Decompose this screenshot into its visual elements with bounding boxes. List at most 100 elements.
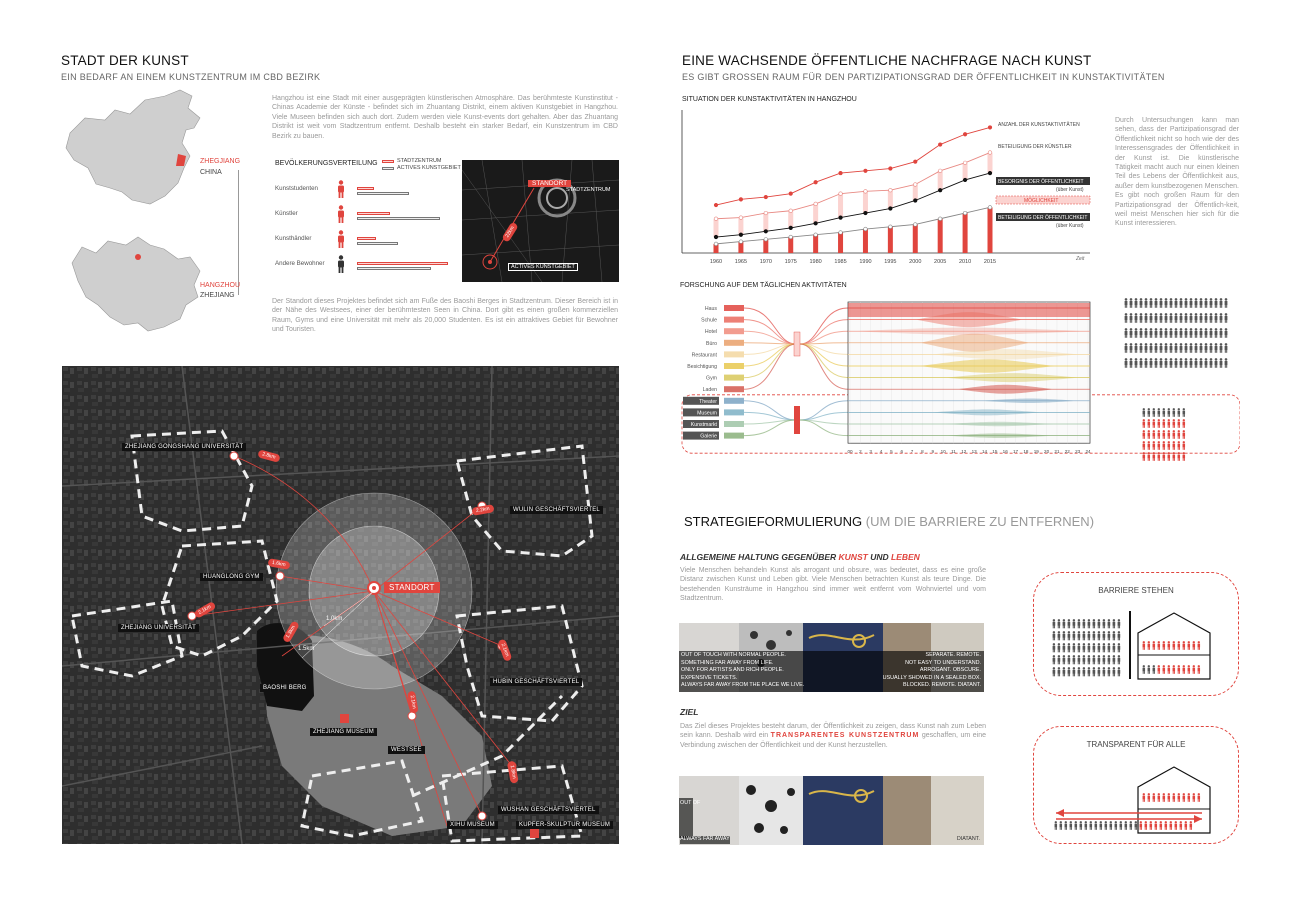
strip-left-line: EXPENSIVE TICKETS. [681,674,738,681]
x-tick-label: 1990 [859,259,871,265]
series-point [813,201,818,207]
transparent-box: TRANSPARENT FÜR ALLE [1033,726,1239,844]
strategy-heading: STRATEGIEFORMULIERUNG (UM DIE BARRIERE Z… [684,514,1094,529]
activity-label: Galerie [700,434,717,440]
population-title: BEVÖLKERUNGSVERTEILUNG [275,160,378,167]
chart-title: SITUATION DER KUNSTAKTIVITÄTEN IN HANGZH… [682,96,857,103]
bar-interest [838,193,844,218]
strip-right-line: ARROGANT. OBSCURE. [919,667,981,674]
person-icon [337,180,345,198]
bar-participation [838,232,844,253]
activity-swatch [724,305,744,311]
legend-stadtzentrum: STADTZENTRUM [397,158,442,164]
bar-participation [763,239,769,253]
activity-swatch [724,351,744,358]
bar-interest [912,184,918,201]
series-point [987,150,993,155]
series-point [962,210,968,216]
bar-interest [887,190,893,209]
strip-left-line: ONLY FOR ARTISTS AND RICH PEOPLE. [681,667,784,674]
hour-tick: 16 [1003,449,1009,454]
series-line [715,126,991,206]
activity-label: Museum [697,410,717,416]
label-hubin: HUBIN GESCHÄFTSVIERTEL [490,678,583,686]
bar-stadtzentrum [357,237,377,240]
hour-tick: 19 [1034,449,1040,454]
bar-participation [788,237,794,253]
bar-interest [813,203,819,224]
hour-tick: 18 [1023,449,1029,454]
ziel-strip: OUT OF ALWAYS FAR AWAY DIATANT. [679,776,984,845]
x-tick-label: 1970 [760,259,772,265]
bar-participation [887,226,893,253]
series-line [715,206,991,245]
population-row-label: Andere Bewohner [275,260,325,267]
intro-paragraph: Hangzhou ist eine Stadt mit einer ausgep… [272,95,618,140]
x-axis-unit: Zeit [1075,256,1085,262]
bar-participation [937,218,943,253]
activity-swatch [724,316,744,323]
legend-besorgnis: BESORGNIS DER ÖFFENTLICHKEIT [998,178,1084,185]
site-paragraph: Der Standort dieses Projektes befindet s… [272,298,618,334]
hour-tick: 00 [847,449,853,454]
x-tick-label: 1985 [834,259,846,265]
strip-left-line: ALWAYS FAR AWAY FROM THE PLACE WE LIVE. [681,682,805,689]
population-row-label: Kunsthändler [275,235,312,242]
ziel-text-a: Das Ziel dieses Projektes besteht darum,… [680,723,986,740]
hour-tick: 6 [900,449,903,454]
hour-tick: 9 [932,449,935,454]
strategy-title: STRATEGIEFORMULIERUNG [684,514,863,529]
daily-title: FORSCHUNG AUF DEM TÄGLICHEN AKTIVITÄTEN [680,282,847,289]
daily-chart: Haus Schule Hotel Büro Restaurant Besichtigun… [681,301,1240,454]
hour-tick: 11 [951,449,956,454]
bar-participation [738,241,744,253]
activity-label: Theater [699,399,717,405]
attitude-kunst: KUNST [838,552,868,562]
legend-kunstgebiet: ACTIVES KUNSTGEBIET [397,165,461,171]
population-row-label: Künstler [275,210,298,217]
inset-standort-label: STANDORT [528,180,572,187]
hour-tick: 24 [1085,449,1091,454]
activity-label: Schule [701,318,717,324]
series-point [738,232,744,237]
strip-left-line: SOMETHING FAR AWAY FROM LIFE. [681,659,774,666]
activity-label: Büro [706,341,717,347]
strip-right-line: NOT EASY TO UNDERSTAND. [905,659,981,666]
population-row: Kunsthändler [275,230,455,250]
strip2-art-images [679,776,984,845]
label-wushan: WUSHAN GESCHÄFTSVIERTEL [498,806,599,814]
person-icon [337,255,345,273]
population-legend: STADTZENTRUM ACTIVES KUNSTGEBIET [382,158,461,171]
series-line [715,152,991,220]
series-point [813,180,818,185]
series-point [788,234,793,240]
inset-kunstgebiet: ACTIVES KUNSTGEBIET [508,263,578,271]
activity-swatch [724,328,744,335]
series-point [913,159,918,164]
activity-swatch [724,363,744,369]
hour-tick: 15 [992,449,998,454]
series-point [838,230,843,235]
series-point [763,210,768,216]
bar-kunstgebiet [357,192,410,195]
strip-art-images [679,623,984,692]
series-point [888,206,893,211]
activity-label: Kunstmarkt [691,422,718,428]
label-huanglong: HUANGLONG GYM [200,573,263,581]
person-icon [337,205,345,223]
inset-roads [462,160,619,282]
ziel-paragraph: Das Ziel dieses Projektes besteht darum,… [680,722,986,750]
series-point [763,194,768,200]
china-map [65,89,201,205]
attitude-leben: LEBEN [890,552,920,562]
strip2-right: DIATANT. [956,836,980,842]
legend-kunst: ANZAHL DER KUNSTAKTIVITÄTEN [998,121,1080,128]
bar-stadtzentrum [357,262,448,265]
series-point [763,229,768,234]
activities-chart: 1960 1965 1970 1975 1980 1985 1990 1995 2000 2005… [681,110,1091,265]
series-point [788,208,793,213]
attitude-title: ALLGEMEINE HALTUNG GEGENÜBER [680,552,837,562]
x-tick-label: 1995 [884,259,896,265]
left-subtitle: EIN BEDARF AN EINEM KUNSTZENTRUM IM CBD … [61,72,321,82]
series-point [713,234,719,240]
